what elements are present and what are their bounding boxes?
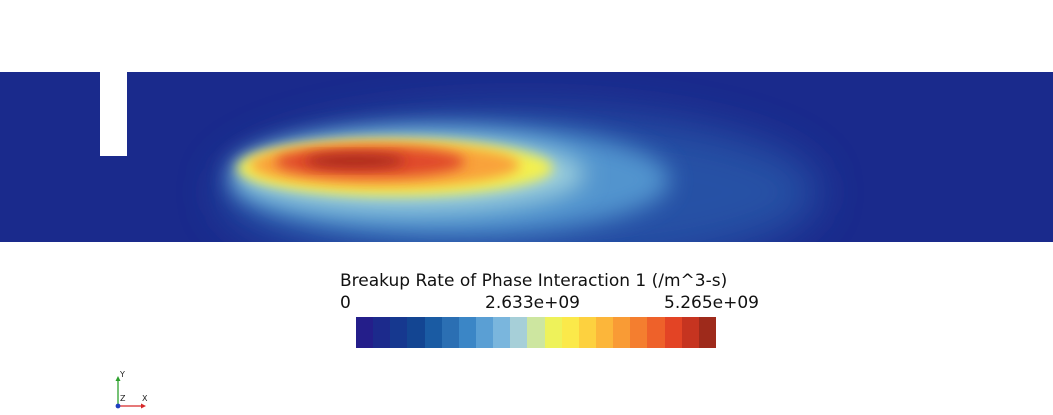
color-bar-swatch (390, 317, 408, 348)
color-bar (356, 317, 716, 348)
x-axis-label: X (142, 394, 148, 403)
y-axis-label: Y (119, 370, 125, 379)
legend-tick-mid: 2.633e+09 (485, 293, 581, 313)
axis-triad: Y Z X (115, 370, 148, 409)
y-axis-arrow-icon (115, 376, 121, 381)
color-bar-swatch (561, 317, 579, 348)
baffle-obstacle (100, 72, 127, 156)
color-bar-swatch (681, 317, 699, 348)
color-bar-swatch (647, 317, 665, 348)
color-bar-swatch (356, 317, 374, 348)
legend-tick-min: 0 (340, 293, 351, 313)
color-bar-swatch (595, 317, 614, 348)
color-bar-swatch (510, 317, 528, 348)
contour-plot (0, 72, 1053, 242)
color-bar-swatch (424, 317, 442, 348)
color-bar-swatch (630, 317, 648, 348)
color-bar-swatch (493, 317, 511, 348)
legend-tick-max: 5.265e+09 (664, 293, 760, 313)
color-bar-swatch (544, 317, 562, 348)
legend-title: Breakup Rate of Phase Interaction 1 (/m^… (340, 271, 728, 291)
color-bar-swatch (458, 317, 476, 348)
color-bar-swatch (613, 317, 631, 348)
x-axis-arrow-icon (141, 403, 146, 409)
color-bar-swatch (441, 317, 459, 348)
color-bar-swatch (578, 317, 596, 348)
color-bar-swatch (664, 317, 682, 348)
color-bar-swatch (527, 317, 545, 348)
color-bar-swatch (475, 317, 494, 348)
color-bar-swatch (698, 317, 716, 348)
z-axis-dot-icon (115, 403, 121, 409)
contour-band-core (305, 154, 405, 168)
color-bar-swatch (407, 317, 425, 348)
color-bar-swatch (373, 317, 391, 348)
z-axis-label: Z (120, 394, 126, 403)
